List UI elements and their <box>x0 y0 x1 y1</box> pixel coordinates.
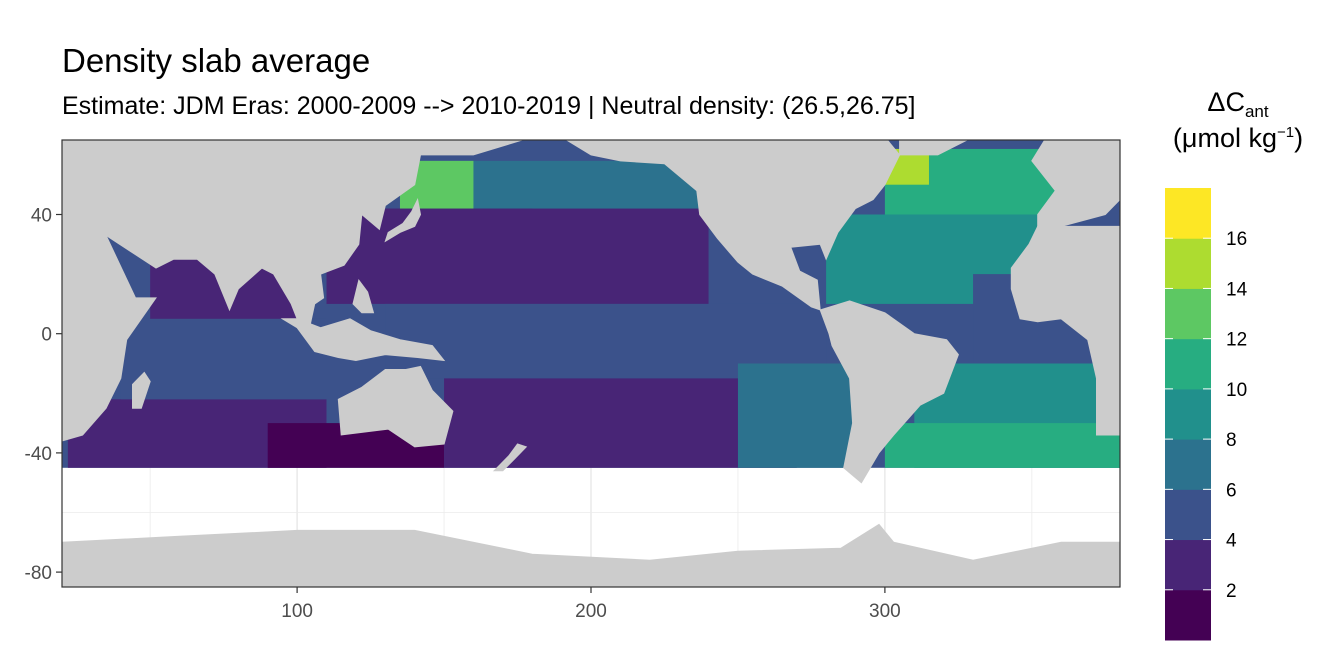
legend-color-step <box>1165 439 1211 490</box>
data-region <box>326 208 709 304</box>
legend-label: 12 <box>1226 330 1247 351</box>
land-new-zealand <box>492 443 528 472</box>
legend-symbol: ΔC <box>1207 87 1245 117</box>
legend-title: ΔCant (μmol kg−1) <box>1158 86 1318 156</box>
land-japan <box>384 198 422 243</box>
legend-color-step <box>1165 489 1211 541</box>
land-north-america <box>565 140 901 311</box>
legend-label: 4 <box>1226 531 1237 552</box>
y-axis-tick-label: 0 <box>41 325 52 346</box>
y-axis-tick-label: -80 <box>25 563 52 584</box>
legend-label: 14 <box>1226 279 1248 300</box>
map-layers <box>62 140 1120 587</box>
legend-unit-suffix: ) <box>1294 123 1304 154</box>
chart-title: Density slab average <box>62 42 371 79</box>
legend-label: 2 <box>1226 581 1237 602</box>
land-europe-east <box>1031 140 1120 227</box>
land-greenland <box>899 140 969 156</box>
legend-label: 8 <box>1226 430 1237 451</box>
legend-color-step <box>1165 388 1211 440</box>
x-axis-tick-label: 100 <box>281 601 313 622</box>
land-indonesia <box>280 318 446 362</box>
legend-unit-prefix: (μmol kg <box>1172 123 1277 154</box>
legend-color-step <box>1165 188 1211 239</box>
legend-color-step <box>1165 338 1211 390</box>
legend-label: 16 <box>1226 229 1247 250</box>
land-eurasia <box>62 140 525 332</box>
land-south-america <box>819 300 959 484</box>
legend-color-step <box>1165 288 1211 340</box>
land-philippines <box>352 278 375 314</box>
x-axis-tick-label: 200 <box>575 601 607 622</box>
data-region <box>444 378 797 468</box>
legend-unit-exponent: −1 <box>1276 124 1295 142</box>
land-madagascar <box>132 371 151 409</box>
land-australia <box>337 365 454 448</box>
legend-label: 10 <box>1226 380 1247 401</box>
y-axis-tick-label: 40 <box>31 206 52 227</box>
legend-color-step <box>1165 539 1211 591</box>
data-region <box>120 318 327 400</box>
data-region <box>737 363 856 468</box>
y-axis-tick-label: -40 <box>25 444 52 465</box>
legend-color-step <box>1165 589 1211 641</box>
land-africa-east <box>1010 225 1120 436</box>
legend-label: 6 <box>1226 480 1237 501</box>
x-axis-tick-label: 300 <box>869 601 901 622</box>
land-antarctica <box>62 523 1120 587</box>
legend-subscript: ant <box>1244 102 1269 121</box>
chart-subtitle: Estimate: JDM Eras: 2000-2009 --> 2010-2… <box>62 92 916 120</box>
data-region <box>884 423 1120 468</box>
legend-color-step <box>1165 238 1211 289</box>
